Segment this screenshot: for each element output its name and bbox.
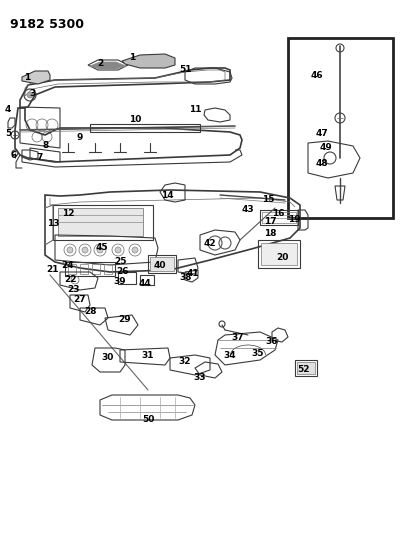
Text: 21: 21 [46, 265, 58, 274]
Bar [92, 264, 100, 274]
Text: 16: 16 [272, 208, 284, 217]
Text: 20: 20 [276, 253, 288, 262]
Text: 3: 3 [29, 88, 35, 98]
Bar [65, 262, 115, 276]
Text: 5: 5 [5, 128, 11, 138]
Circle shape [27, 92, 33, 98]
Text: 40: 40 [154, 261, 166, 270]
Text: 51: 51 [179, 66, 191, 75]
Bar [104, 264, 112, 274]
Text: 29: 29 [119, 316, 131, 325]
Text: 34: 34 [224, 351, 236, 359]
Text: 1: 1 [129, 52, 135, 61]
Text: 17: 17 [264, 217, 276, 227]
Bar [258, 240, 300, 268]
Text: 37: 37 [232, 334, 244, 343]
Bar [53, 205, 153, 240]
Bar [80, 264, 88, 274]
Text: 15: 15 [262, 196, 274, 205]
Text: 44: 44 [139, 279, 151, 287]
Text: 30: 30 [102, 353, 114, 362]
Text: 10: 10 [129, 116, 141, 125]
Text: 9: 9 [77, 133, 83, 142]
Text: 27: 27 [74, 295, 86, 304]
Bar [261, 243, 297, 265]
Text: 4: 4 [5, 106, 11, 115]
Text: 43: 43 [242, 206, 254, 214]
Bar [68, 264, 76, 274]
Text: 42: 42 [204, 238, 216, 247]
Text: 19: 19 [288, 215, 300, 224]
Text: 31: 31 [142, 351, 154, 360]
Text: 7: 7 [37, 152, 43, 161]
Text: 39: 39 [114, 278, 126, 287]
Bar [118, 272, 136, 284]
Text: 14: 14 [161, 191, 173, 200]
Text: 25: 25 [114, 257, 126, 266]
Text: 8: 8 [43, 141, 49, 149]
Text: 13: 13 [47, 220, 59, 229]
Text: 18: 18 [264, 229, 276, 238]
Polygon shape [90, 62, 126, 69]
Polygon shape [122, 54, 175, 68]
Text: 41: 41 [187, 270, 199, 279]
Text: 38: 38 [180, 273, 192, 282]
Text: 50: 50 [142, 416, 154, 424]
Text: 52: 52 [297, 366, 309, 375]
Text: 12: 12 [62, 208, 74, 217]
Text: 23: 23 [67, 286, 79, 295]
Text: 24: 24 [62, 261, 74, 270]
Text: 46: 46 [311, 70, 323, 79]
Text: 9182 5300: 9182 5300 [10, 18, 84, 31]
Text: 33: 33 [194, 374, 206, 383]
Circle shape [115, 247, 121, 253]
Circle shape [82, 247, 88, 253]
Bar [148, 255, 176, 273]
Text: 45: 45 [96, 243, 109, 252]
Bar [58, 208, 143, 236]
Text: 36: 36 [266, 337, 278, 346]
Bar [90, 124, 200, 132]
Bar [260, 210, 298, 225]
Text: 48: 48 [316, 158, 328, 167]
Text: 49: 49 [320, 143, 332, 152]
Circle shape [97, 247, 103, 253]
Text: 11: 11 [189, 106, 201, 115]
Bar [297, 362, 315, 374]
Text: 6: 6 [11, 150, 17, 159]
Text: 2: 2 [97, 59, 103, 68]
Circle shape [67, 247, 73, 253]
Text: 47: 47 [316, 128, 328, 138]
Bar [262, 212, 296, 223]
Bar [150, 257, 174, 271]
Text: 26: 26 [116, 268, 128, 277]
Circle shape [132, 247, 138, 253]
Text: 35: 35 [252, 349, 264, 358]
Bar [295, 360, 317, 376]
Text: 28: 28 [84, 308, 96, 317]
Text: 22: 22 [64, 274, 76, 284]
Text: 32: 32 [179, 358, 191, 367]
Bar [288, 38, 393, 218]
Bar [140, 275, 154, 285]
Text: 1: 1 [24, 72, 30, 82]
Polygon shape [22, 71, 50, 84]
